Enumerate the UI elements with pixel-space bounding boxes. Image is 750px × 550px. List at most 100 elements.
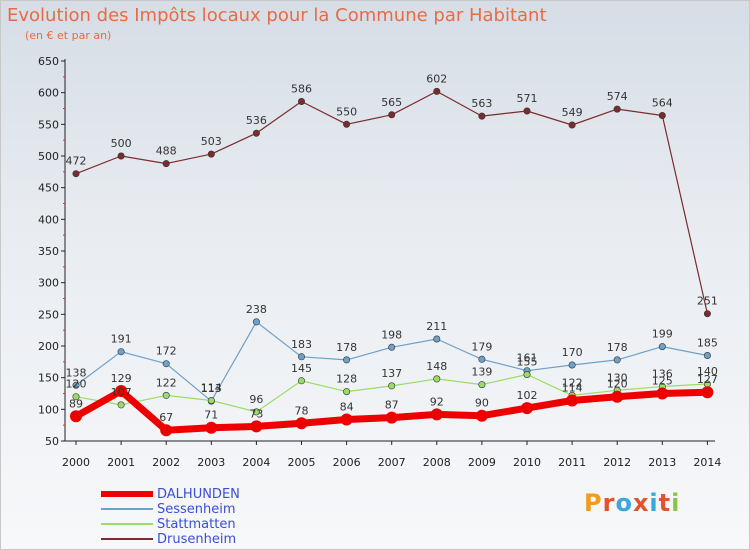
data-point-drusenheim <box>433 87 441 95</box>
data-label-drusenheim: 564 <box>652 97 673 110</box>
data-label-dalhunden: 78 <box>295 404 309 417</box>
data-label-dalhunden: 120 <box>607 378 628 391</box>
data-label-dalhunden: 89 <box>69 397 83 410</box>
brand-letter: o <box>615 489 633 517</box>
data-point-dalhunden <box>340 413 353 426</box>
data-label-sessenheim: 199 <box>652 328 673 341</box>
series-line-drusenheim <box>75 90 709 315</box>
data-label-dalhunden: 114 <box>562 382 583 395</box>
data-point-dalhunden <box>160 424 173 437</box>
x-tick-label: 2000 <box>62 456 90 469</box>
y-tick-label: 200 <box>38 340 59 353</box>
y-tick-label: 400 <box>38 213 59 226</box>
data-point-stattmatten <box>72 393 80 401</box>
y-tick-label: 500 <box>38 150 59 163</box>
brand-letter: r <box>602 489 616 517</box>
x-tick-label: 2008 <box>423 456 451 469</box>
x-tick-label: 2014 <box>693 456 721 469</box>
data-label-sessenheim: 198 <box>381 328 402 341</box>
data-label-dalhunden: 90 <box>475 397 489 410</box>
data-point-dalhunden <box>475 409 488 422</box>
data-label-sessenheim: 179 <box>471 340 492 353</box>
data-point-sessenheim <box>162 360 170 368</box>
data-label-dalhunden: 92 <box>430 395 444 408</box>
data-label-stattmatten: 148 <box>426 360 447 373</box>
data-point-dalhunden <box>295 417 308 430</box>
y-tick-label: 450 <box>38 182 59 195</box>
data-point-sessenheim <box>658 343 666 351</box>
data-label-drusenheim: 251 <box>697 295 718 308</box>
data-label-stattmatten: 130 <box>607 371 628 384</box>
chart-subtitle: (en € et par an) <box>25 29 112 42</box>
data-label-sessenheim: 172 <box>156 345 177 358</box>
data-point-dalhunden <box>566 394 579 407</box>
data-label-stattmatten: 140 <box>697 365 718 378</box>
data-point-sessenheim <box>388 343 396 351</box>
data-label-drusenheim: 563 <box>471 97 492 110</box>
x-tick-label: 2013 <box>648 456 676 469</box>
data-point-drusenheim <box>343 120 351 128</box>
data-label-stattmatten: 96 <box>249 393 263 406</box>
data-point-sessenheim <box>343 356 351 364</box>
x-tick-label: 2011 <box>558 456 586 469</box>
data-point-drusenheim <box>703 310 711 318</box>
data-point-sessenheim <box>117 348 125 356</box>
y-tick-label: 250 <box>38 308 59 321</box>
brand-letter: i <box>671 489 681 517</box>
data-label-sessenheim: 238 <box>246 303 267 316</box>
data-point-drusenheim <box>252 129 260 137</box>
x-tick-label: 2010 <box>513 456 541 469</box>
data-point-stattmatten <box>117 401 125 409</box>
data-point-stattmatten <box>523 370 531 378</box>
chart-series <box>70 87 714 437</box>
data-point-drusenheim <box>658 112 666 120</box>
data-point-stattmatten <box>252 408 260 416</box>
data-point-sessenheim <box>613 356 621 364</box>
data-point-drusenheim <box>297 98 305 106</box>
data-label-sessenheim: 161 <box>517 352 538 365</box>
data-label-dalhunden: 87 <box>385 399 399 412</box>
data-label-dalhunden: 129 <box>111 372 132 385</box>
data-label-drusenheim: 472 <box>66 155 87 168</box>
data-label-drusenheim: 574 <box>607 90 628 103</box>
data-point-dalhunden <box>430 408 443 421</box>
legend-label-stattmatten: Stattmatten <box>157 517 236 532</box>
x-tick-label: 2009 <box>468 456 496 469</box>
brand-letter: t <box>658 489 672 517</box>
data-label-sessenheim: 178 <box>607 341 628 354</box>
data-label-stattmatten: 139 <box>471 366 492 379</box>
y-tick-label: 150 <box>38 372 59 385</box>
data-label-drusenheim: 536 <box>246 114 267 127</box>
data-point-stattmatten <box>207 396 215 404</box>
y-tick-label: 550 <box>38 118 59 131</box>
data-point-drusenheim <box>388 111 396 119</box>
x-tick-label: 2003 <box>197 456 225 469</box>
chart-title: Evolution des Impôts locaux pour la Comm… <box>7 5 547 26</box>
data-point-stattmatten <box>162 391 170 399</box>
data-point-dalhunden <box>70 410 82 423</box>
data-label-drusenheim: 586 <box>291 83 312 96</box>
legend-label-drusenheim: Drusenheim <box>157 532 237 547</box>
data-label-dalhunden: 73 <box>249 407 263 420</box>
data-label-drusenheim: 571 <box>517 92 538 105</box>
x-tick-label: 2004 <box>242 456 270 469</box>
data-label-dalhunden: 67 <box>159 411 173 424</box>
data-point-stattmatten <box>343 388 351 396</box>
x-tick-label: 2012 <box>603 456 631 469</box>
data-point-dalhunden <box>385 411 398 424</box>
data-label-dalhunden: 84 <box>340 401 354 414</box>
data-label-stattmatten: 114 <box>201 382 222 395</box>
data-point-drusenheim <box>568 121 576 129</box>
data-point-dalhunden <box>250 420 263 433</box>
data-label-sessenheim: 138 <box>66 366 87 379</box>
legend-swatch-stattmatten <box>101 523 153 525</box>
x-tick-label: 2001 <box>107 456 135 469</box>
data-point-stattmatten <box>388 382 396 390</box>
data-point-drusenheim <box>207 150 215 158</box>
data-label-stattmatten: 137 <box>381 367 402 380</box>
y-tick-label: 100 <box>38 403 59 416</box>
y-tick-label: 50 <box>45 435 59 448</box>
